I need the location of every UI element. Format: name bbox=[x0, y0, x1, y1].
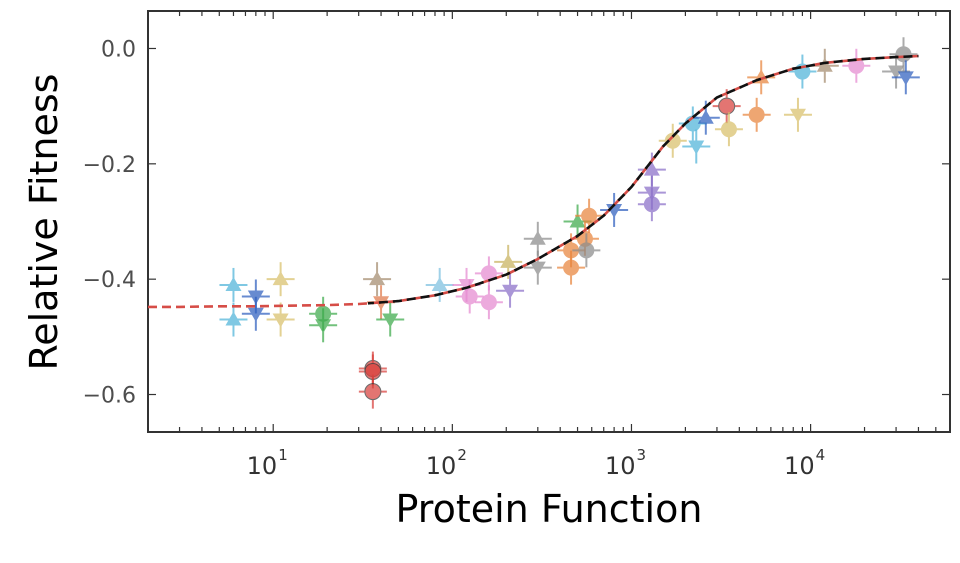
point-marker bbox=[720, 121, 737, 138]
y-tick-labels: 0.0 −0.2 −0.4 −0.6 bbox=[83, 37, 136, 408]
data-point bbox=[712, 89, 741, 124]
x-tick-exponent: 1 bbox=[278, 446, 288, 464]
data-point bbox=[658, 123, 687, 158]
data-point bbox=[241, 296, 270, 331]
point-marker bbox=[315, 319, 332, 334]
point-marker bbox=[225, 311, 242, 326]
data-point bbox=[637, 187, 666, 222]
point-marker bbox=[643, 196, 660, 213]
point-marker bbox=[480, 265, 497, 282]
data-point bbox=[358, 374, 387, 409]
x-tick-exponent: 2 bbox=[457, 446, 467, 464]
data-point bbox=[455, 279, 484, 314]
x-axis-label: Protein Function bbox=[396, 487, 703, 531]
point-marker bbox=[382, 313, 399, 328]
point-marker bbox=[888, 65, 905, 80]
point-marker bbox=[529, 230, 546, 245]
point-marker bbox=[461, 288, 478, 305]
data-point bbox=[842, 48, 871, 83]
data-point bbox=[376, 302, 405, 337]
data-point bbox=[575, 198, 604, 233]
x-tick-label: 10 bbox=[605, 452, 636, 480]
data-point bbox=[557, 250, 586, 285]
point-marker bbox=[369, 271, 386, 286]
x-tick-label: 10 bbox=[247, 452, 278, 480]
point-marker bbox=[431, 276, 448, 291]
x-tick-label: 10 bbox=[784, 452, 815, 480]
data-point bbox=[425, 267, 454, 302]
x-tick-exponent: 3 bbox=[636, 446, 646, 464]
point-marker bbox=[789, 108, 806, 123]
data-point bbox=[474, 285, 503, 320]
y-tick-label: −0.4 bbox=[83, 268, 136, 293]
point-marker bbox=[502, 284, 519, 299]
point-marker bbox=[272, 271, 289, 286]
point-marker bbox=[247, 307, 264, 322]
point-marker bbox=[748, 106, 765, 123]
point-marker bbox=[895, 46, 912, 63]
x-tick-labels: 10 1 10 2 10 3 10 4 bbox=[247, 446, 825, 480]
y-tick-label: −0.6 bbox=[83, 384, 136, 409]
fit-curve bbox=[148, 54, 919, 309]
point-marker bbox=[664, 132, 681, 149]
point-marker bbox=[364, 383, 382, 401]
plot-frame bbox=[147, 10, 951, 433]
data-point bbox=[714, 112, 743, 147]
data-point bbox=[891, 60, 920, 95]
point-marker bbox=[563, 242, 580, 259]
point-marker bbox=[272, 313, 289, 328]
point-marker bbox=[578, 242, 595, 259]
point-marker bbox=[697, 109, 714, 124]
point-marker bbox=[816, 57, 833, 72]
data-point bbox=[309, 308, 338, 343]
point-marker bbox=[643, 161, 660, 176]
y-tick-label: 0.0 bbox=[101, 37, 136, 62]
data-point bbox=[572, 233, 601, 268]
data-point bbox=[219, 302, 248, 337]
data-points bbox=[219, 37, 920, 409]
data-point bbox=[266, 302, 295, 337]
x-tick-label: 10 bbox=[426, 452, 457, 480]
data-point bbox=[523, 250, 552, 285]
point-marker bbox=[225, 276, 242, 291]
data-point bbox=[496, 273, 525, 308]
point-marker bbox=[563, 259, 580, 276]
point-marker bbox=[688, 140, 705, 155]
axis-ticks bbox=[147, 11, 951, 432]
data-point bbox=[219, 267, 248, 302]
point-marker bbox=[848, 57, 865, 74]
point-marker bbox=[718, 97, 736, 115]
data-point bbox=[889, 37, 918, 72]
point-marker bbox=[529, 261, 546, 276]
x-tick-exponent: 4 bbox=[816, 446, 826, 464]
data-point bbox=[783, 97, 812, 132]
point-marker bbox=[581, 207, 598, 224]
data-point bbox=[682, 129, 711, 164]
data-point bbox=[523, 221, 552, 256]
data-point bbox=[474, 256, 503, 291]
point-marker bbox=[480, 294, 497, 311]
data-point bbox=[363, 262, 392, 297]
point-marker bbox=[500, 253, 517, 268]
point-marker bbox=[569, 213, 586, 228]
data-point bbox=[266, 262, 295, 297]
data-point bbox=[742, 97, 771, 132]
y-tick-label: −0.2 bbox=[83, 153, 136, 178]
point-marker bbox=[897, 71, 914, 86]
y-axis-label: Relative Fitness bbox=[22, 74, 66, 371]
